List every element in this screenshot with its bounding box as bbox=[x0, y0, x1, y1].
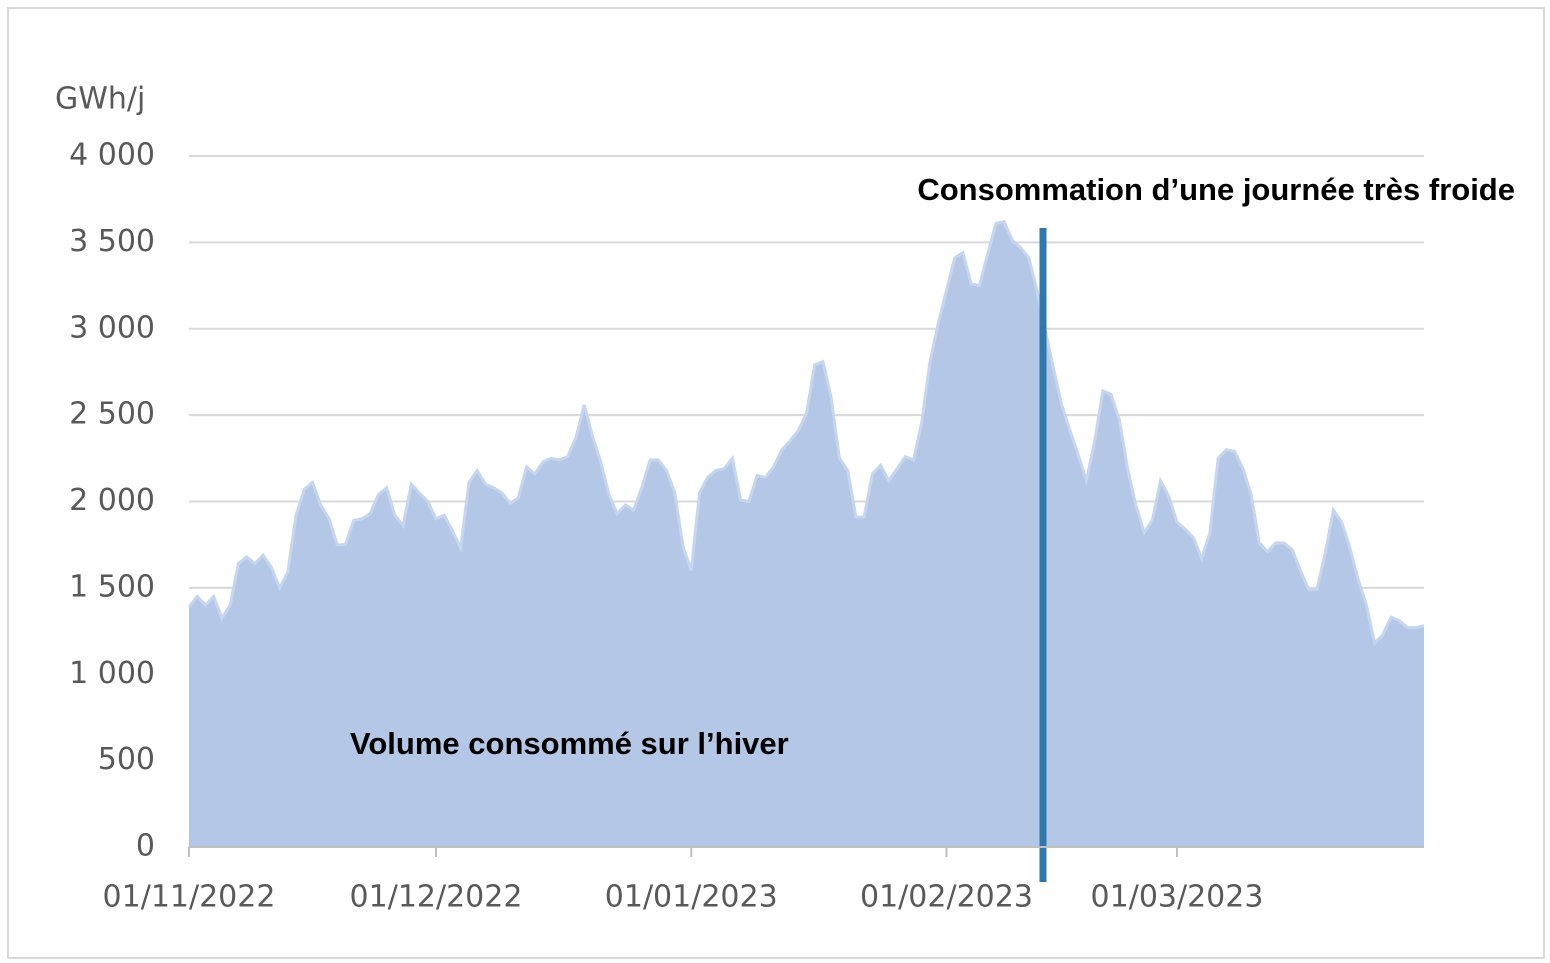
x-tick-label: 01/12/2022 bbox=[350, 880, 523, 915]
y-tick-label: 500 bbox=[98, 742, 155, 777]
y-tick-label: 2 000 bbox=[69, 483, 155, 518]
y-tick-label: 4 000 bbox=[69, 138, 155, 173]
frame bbox=[7, 7, 1545, 959]
y-tick-label: 3 000 bbox=[69, 310, 155, 345]
plot bbox=[187, 219, 1425, 848]
y-axis-label: GWh/j bbox=[55, 82, 145, 117]
x-tick-label: 01/03/2023 bbox=[1091, 880, 1264, 915]
y-tick-label: 3 500 bbox=[69, 224, 155, 259]
area bbox=[189, 221, 1424, 848]
area-outline bbox=[187, 219, 1425, 647]
y-tick-label: 1 000 bbox=[69, 656, 155, 691]
x-tick-label: 01/01/2023 bbox=[605, 880, 778, 915]
y-tick-label: 2 500 bbox=[69, 397, 155, 432]
annotation: Volume consommé sur l’hiver bbox=[350, 726, 789, 761]
x-tick-label: 01/11/2022 bbox=[103, 880, 276, 915]
y-tick-label: 0 bbox=[136, 829, 155, 864]
x-tick-label: 01/02/2023 bbox=[860, 880, 1033, 915]
y-tick-label: 1 500 bbox=[69, 569, 155, 604]
annotation: Consommation d’une journée très froide bbox=[917, 172, 1515, 207]
